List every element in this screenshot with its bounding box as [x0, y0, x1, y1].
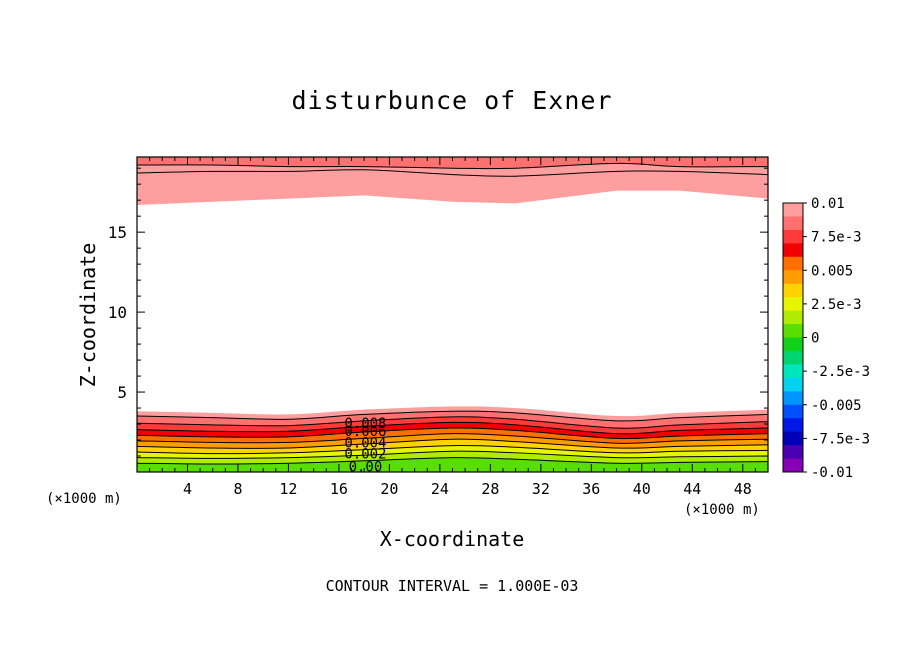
- x-tick-label: 40: [633, 480, 651, 498]
- colorbar-swatch: [783, 404, 803, 419]
- x-tick-label: 28: [481, 480, 499, 498]
- x-axis-label: X-coordinate: [379, 527, 525, 551]
- x-tick-label: 16: [330, 480, 348, 498]
- colorbar-swatch: [783, 203, 803, 217]
- colorbar-swatch: [783, 364, 803, 379]
- surface-contour-6: [137, 438, 768, 449]
- colorbar-swatch: [783, 350, 803, 365]
- colorbar-swatch: [783, 256, 803, 271]
- x-tick-label: 4: [183, 480, 192, 498]
- colorbar-swatch: [783, 418, 803, 433]
- colorbar-tick-label: 7.5e-3: [811, 230, 862, 246]
- y-tick-label: 10: [108, 303, 127, 322]
- x-tick-label: 36: [582, 480, 600, 498]
- colorbar-swatch: [783, 297, 803, 311]
- surface-contour-8: [137, 450, 768, 459]
- x-tick-label: 12: [279, 480, 297, 498]
- colorbar-swatch: [783, 270, 803, 285]
- colorbar-tick-label: 2.5e-3: [811, 297, 862, 313]
- colorbar-tick-label: -7.5e-3: [811, 431, 870, 447]
- surface-contour-9: [137, 457, 768, 465]
- contour-label: 0.006: [344, 424, 386, 440]
- x-tick-label: 24: [431, 480, 449, 498]
- colorbar-tick-label: 0.005: [811, 263, 853, 279]
- colorbar-tick-label: 0.01: [811, 196, 845, 212]
- contour-label: 0.00: [349, 459, 383, 475]
- colorbar-tick-label: -0.01: [811, 465, 853, 481]
- colorbar-swatch: [783, 283, 803, 298]
- surface-contour-3: [137, 421, 768, 435]
- x-tick-label: 32: [532, 480, 550, 498]
- x-tick-label: 44: [683, 480, 701, 498]
- colorbar-tick-label: 0: [811, 331, 819, 347]
- contour-interval-note: CONTOUR INTERVAL = 1.000E-03: [325, 577, 579, 595]
- chart-title: disturbunce of Exner: [291, 86, 613, 115]
- colorbar-swatch: [783, 377, 803, 392]
- x-tick-label: 20: [380, 480, 398, 498]
- colorbar-swatch: [783, 391, 803, 406]
- colorbar-swatch: [783, 310, 803, 325]
- colorbar-swatch: [783, 229, 803, 244]
- x-unit-label-right: (×1000 m): [684, 502, 760, 518]
- colorbar-swatch: [783, 458, 803, 473]
- contour-label: 0.004: [344, 435, 386, 451]
- surface-contour-2: [137, 416, 768, 429]
- colorbar-tick-label: -0.005: [811, 398, 862, 414]
- x-unit-label-left: (×1000 m): [46, 491, 122, 507]
- x-tick-label: 8: [233, 480, 242, 498]
- contour-label: 0.008: [344, 416, 386, 432]
- colorbar-swatch: [783, 243, 803, 258]
- surface-contour-4: [137, 427, 768, 440]
- contour-label: 0.002: [344, 447, 386, 463]
- surface-band-9: [137, 457, 768, 472]
- top-contour-1: [137, 169, 768, 177]
- top-contour-0: [137, 162, 768, 170]
- y-tick-label: 15: [108, 223, 127, 242]
- colorbar-swatch: [783, 431, 803, 446]
- surface-contour-7: [137, 445, 768, 455]
- colorbar-swatch: [783, 337, 803, 352]
- colorbar-swatch: [783, 445, 803, 459]
- y-tick-label: 5: [117, 383, 127, 402]
- top-band-3: [137, 157, 768, 169]
- colorbar-swatch: [783, 324, 803, 338]
- colorbar-tick-label: -2.5e-3: [811, 364, 870, 380]
- colorbar-swatch: [783, 216, 803, 231]
- surface-contour-1: [137, 410, 768, 422]
- x-tick-label: 48: [734, 480, 752, 498]
- surface-contour-5: [137, 433, 768, 444]
